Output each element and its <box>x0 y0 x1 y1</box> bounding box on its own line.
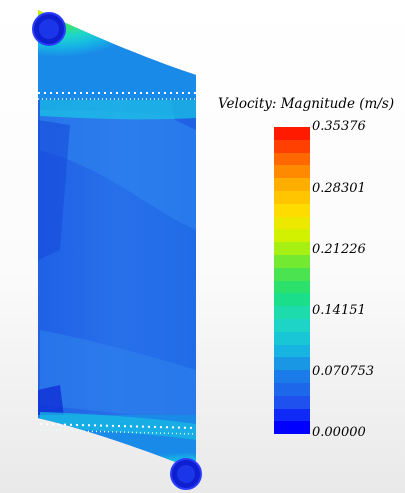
bottom-diffuser <box>39 423 197 435</box>
colorbar-band <box>274 382 310 396</box>
colorbar-tick-label: 0.070753 <box>312 364 375 379</box>
colorbar-band <box>274 165 310 179</box>
colorbar-band <box>274 178 310 191</box>
colorbar-band <box>274 370 310 383</box>
colorbar-band <box>274 267 310 281</box>
colorbar-band <box>274 318 310 332</box>
colorbar-band <box>274 203 310 217</box>
colorbar-tick-label: 0.35376 <box>312 119 366 134</box>
colorbar-band <box>274 280 310 294</box>
legend-title: Velocity: Magnitude (m/s) <box>218 96 395 112</box>
colorbar-band <box>274 306 310 319</box>
colorbar-band <box>274 331 310 345</box>
colorbar-tick-label: 0.21226 <box>312 242 366 257</box>
colorbar-band <box>274 127 310 140</box>
velocity-colorbar <box>274 127 310 435</box>
colorbar-band <box>274 190 310 204</box>
colorbar-band <box>274 395 310 409</box>
colorbar-band <box>274 421 310 435</box>
colorbar-band <box>274 229 310 243</box>
colorbar-tick-label: 0.14151 <box>312 303 366 318</box>
colorbar-band <box>274 357 310 371</box>
top-diffuser-jets <box>40 100 196 120</box>
colorbar-band <box>274 139 310 153</box>
colorbar-band <box>274 293 310 307</box>
colorbar-band <box>274 344 310 358</box>
top-diffuser <box>38 92 196 100</box>
colorbar-band <box>274 216 310 230</box>
colorbar-band <box>274 254 310 268</box>
colorbar-band <box>274 408 310 422</box>
colorbar-tick-label: 0.00000 <box>312 425 366 440</box>
colorbar-band <box>274 152 310 166</box>
colorbar-band <box>274 242 310 255</box>
tank-interior <box>38 10 196 470</box>
colorbar-tick-label: 0.28301 <box>312 181 366 196</box>
